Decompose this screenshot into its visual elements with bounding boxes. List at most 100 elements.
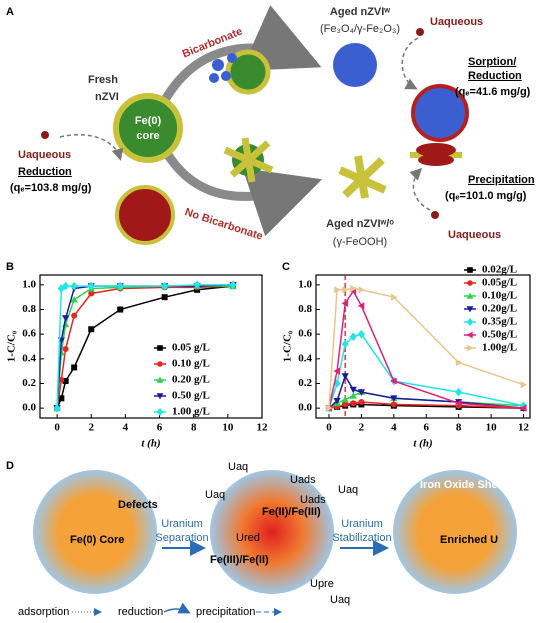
y-tick-label: 0.0	[22, 402, 36, 414]
marker	[390, 401, 397, 408]
marker	[341, 299, 349, 307]
x-tick-label: 4	[123, 422, 129, 434]
legend-label: reduction	[118, 606, 163, 618]
label: Enriched U	[440, 534, 498, 546]
legend-label: 0.10 g/L	[172, 358, 210, 370]
uranium	[41, 131, 49, 139]
label: (Fe₃O₄/γ-Fe₂O₃)	[320, 23, 400, 35]
plot-frame	[39, 274, 263, 419]
label: (qₑ=101.0 mg/g)	[445, 190, 527, 202]
marker	[358, 398, 365, 405]
particle	[393, 470, 517, 594]
y-axis-label: 1-C/C₀	[6, 330, 18, 362]
marker	[161, 294, 168, 301]
legend-marker	[467, 344, 474, 352]
marker	[520, 381, 528, 389]
legend-marker	[466, 292, 474, 299]
legend-label: precipitation	[196, 606, 255, 618]
marker	[390, 377, 397, 385]
legend-marker	[157, 361, 163, 367]
marker	[62, 281, 70, 291]
x-tick-label: 6	[157, 422, 163, 434]
y-tick-label: 0.6	[298, 328, 312, 340]
label: Uaq	[228, 461, 248, 473]
label: Reduction	[18, 166, 72, 178]
marker	[350, 400, 357, 407]
legend-label: 0.05 g/L	[172, 342, 210, 354]
label: Uaq	[205, 489, 225, 501]
label: Defects	[118, 499, 158, 511]
legend-label: 0.50g/L	[482, 329, 517, 341]
series-line	[328, 289, 524, 409]
legend-marker	[157, 345, 163, 351]
marker	[519, 404, 527, 412]
marker	[70, 296, 78, 303]
marker	[62, 345, 69, 352]
legend-arrow	[163, 602, 191, 614]
label: nZVI	[95, 91, 119, 103]
x-tick-label: 4	[391, 422, 397, 434]
legend-marker	[467, 280, 473, 286]
marker	[58, 395, 65, 402]
panel-label: A	[6, 6, 14, 18]
x-tick-label: 2	[88, 422, 94, 434]
legend-label: 1.00 g/L	[172, 406, 210, 418]
x-tick-label: 10	[222, 422, 234, 434]
particle	[210, 470, 334, 594]
legend-marker	[156, 393, 164, 400]
x-tick-label: 8	[456, 422, 462, 434]
label: Stabilization	[332, 532, 391, 544]
arrow	[161, 147, 323, 237]
marker	[358, 286, 365, 294]
marker	[349, 332, 357, 341]
label: Uads	[300, 494, 326, 506]
label: Fe(0) Core	[70, 534, 124, 546]
marker	[357, 329, 365, 339]
label: Uaq	[338, 484, 358, 496]
panel-label: D	[6, 460, 14, 472]
x-tick-label: 8	[191, 422, 197, 434]
legend-label: 1.00g/L	[482, 342, 517, 354]
legend-label: 0.50 g/L	[172, 390, 210, 402]
aged-particle	[333, 43, 377, 87]
series-line	[328, 374, 524, 409]
marker	[350, 284, 357, 293]
marker	[87, 281, 95, 291]
panel-label: B	[6, 261, 14, 273]
label: Aged nZVIʷ/ᵒ	[326, 218, 394, 230]
marker	[88, 290, 95, 297]
marker	[88, 326, 95, 333]
charts: B 0 2 4 6 8 10 12 0.0 0.2 0.4 0.6 0.8 1.0 t (h) 1-C/C₀ 0…	[6, 261, 531, 450]
x-tick-label: 12	[518, 422, 530, 434]
label: Fe(III)/Fe(II)	[210, 554, 269, 566]
marker	[70, 281, 78, 291]
plot-frame	[315, 274, 531, 419]
label: Ured	[236, 532, 260, 544]
marker	[229, 280, 237, 290]
marker	[116, 281, 124, 291]
x-tick-label: 2	[359, 422, 365, 434]
label: Uaq	[330, 594, 350, 606]
marker	[349, 392, 357, 399]
y-tick-label: 0.2	[22, 377, 36, 389]
label: core	[136, 130, 159, 142]
label: Sorption/	[468, 56, 516, 68]
label: Fresh	[88, 74, 118, 86]
sorbed-particle	[411, 84, 469, 142]
x-tick-label: 12	[257, 422, 269, 434]
legend-label: adsorption	[18, 606, 69, 618]
marker	[333, 367, 340, 375]
legend-label: 0.20 g/L	[172, 374, 210, 386]
y-tick-label: 1.0	[298, 278, 312, 290]
uranium	[416, 28, 424, 36]
reduced-particle	[115, 185, 175, 245]
y-tick-label: 0.2	[298, 377, 312, 389]
lepidocrocite	[223, 137, 274, 183]
marker	[342, 401, 349, 408]
marker	[341, 395, 349, 403]
label: Uaqueous	[448, 229, 501, 241]
legend-label: 0.20g/L	[482, 303, 517, 315]
label: (γ-FeOOH)	[333, 236, 387, 248]
legend-label: 0.10g/L	[482, 290, 517, 302]
marker	[53, 403, 61, 413]
